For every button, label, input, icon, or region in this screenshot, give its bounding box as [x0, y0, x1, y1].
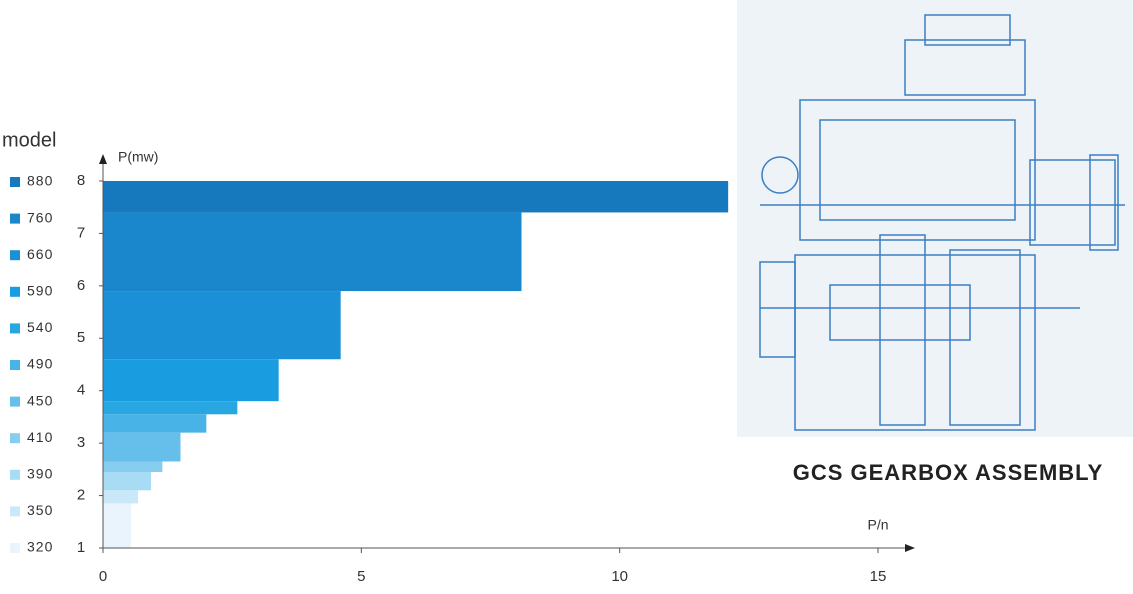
y-tick-label: 4 [77, 382, 85, 399]
legend-label: 660 [27, 246, 53, 262]
bar [103, 461, 163, 472]
legend-label: 490 [27, 356, 53, 372]
x-tick-label: 10 [611, 568, 628, 585]
legend-swatch [10, 250, 20, 261]
x-tick-label: 5 [357, 568, 365, 585]
legend-swatch [10, 213, 20, 224]
bar [103, 212, 522, 292]
legend-label: 880 [27, 173, 53, 189]
y-tick-label: 6 [77, 277, 85, 294]
y-tick-label: 2 [77, 487, 85, 504]
y-tick-label: 1 [77, 539, 85, 556]
legend-label: 590 [27, 283, 53, 299]
legend-title: model [2, 129, 56, 151]
legend-label: 320 [27, 539, 53, 555]
y-axis-label: P(mw) [118, 149, 158, 165]
x-axis-arrow [905, 544, 915, 552]
x-tick-label: 15 [870, 568, 887, 585]
bar [103, 490, 139, 504]
y-tick-label: 7 [77, 224, 85, 241]
legend-swatch [10, 323, 20, 334]
y-tick-label: 5 [77, 329, 85, 346]
y-tick-label: 8 [77, 172, 85, 189]
legend-label: 760 [27, 209, 53, 225]
x-axis-label: P/n [867, 517, 888, 533]
legend-label: 390 [27, 466, 53, 482]
legend-swatch [10, 506, 20, 517]
legend-label: 450 [27, 392, 53, 408]
legend-label: 350 [27, 502, 53, 518]
x-tick-label: 0 [99, 568, 107, 585]
y-tick-label: 3 [77, 434, 85, 451]
bar [103, 401, 238, 415]
caption: GCS GEARBOX ASSEMBLY [793, 460, 1104, 485]
legend-swatch [10, 543, 20, 553]
bar [103, 414, 207, 433]
legend-label: 410 [27, 429, 53, 445]
bar [103, 503, 131, 548]
legend-label: 540 [27, 319, 53, 335]
y-axis-arrow [99, 154, 107, 164]
legend-swatch [10, 360, 20, 370]
bar [103, 180, 729, 213]
bar [103, 432, 181, 462]
legend-swatch [10, 433, 20, 444]
gearbox-drawing [737, 0, 1133, 437]
legend-swatch [10, 177, 20, 187]
legend-swatch [10, 469, 20, 480]
legend-swatch [10, 286, 20, 297]
bar [103, 291, 341, 360]
legend-swatch [10, 396, 20, 407]
bar [103, 359, 279, 402]
bar [103, 471, 152, 491]
